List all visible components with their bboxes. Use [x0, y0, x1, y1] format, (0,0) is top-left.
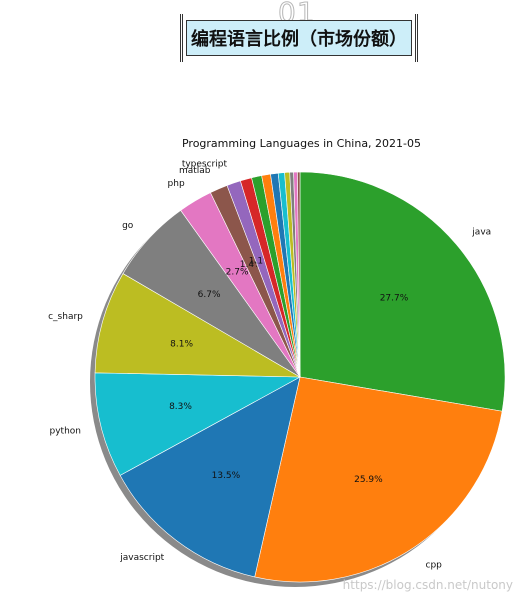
chart-title: Programming Languages in China, 2021-05: [181, 137, 422, 150]
watermark: https://blog.csdn.net/nutony: [342, 578, 513, 592]
pie-slice-minor-17: [297, 171, 301, 378]
slice-label-typescript: typescript: [182, 160, 228, 170]
slice-pct-typescript: 1.1%: [249, 257, 272, 267]
slice-pct-c_sharp: 8.1%: [170, 340, 193, 350]
slice-pct-php: 2.7%: [226, 267, 249, 277]
slice-pct-matlab: 1.4%: [240, 260, 263, 270]
pie-slice-java: [299, 171, 506, 412]
slice-pct-go: 6.7%: [198, 290, 221, 300]
pie-slice-cpp: [254, 376, 503, 583]
slice-pct-java: 27.7%: [380, 294, 409, 304]
slice-label-php: php: [168, 179, 185, 189]
slice-label-matlab: matlab: [179, 166, 211, 176]
slice-pct-python: 8.3%: [169, 402, 192, 412]
pie-slice-c_sharp: [94, 273, 302, 378]
header-frame: [180, 14, 418, 62]
slice-label-cpp: cpp: [426, 560, 443, 570]
slice-label-python: python: [50, 427, 81, 437]
slice-label-javascript: javascript: [119, 553, 164, 563]
slice-pct-cpp: 25.9%: [354, 475, 383, 485]
slice-label-go: go: [122, 221, 134, 231]
slice-pct-javascript: 13.5%: [212, 471, 241, 481]
pie-slice-javascript: [119, 376, 301, 578]
pie-slice-python: [94, 372, 302, 476]
slice-label-java: java: [471, 228, 491, 238]
slice-label-c_sharp: c_sharp: [48, 312, 83, 322]
header-title: 编程语言比例（市场份额）: [191, 29, 407, 50]
header-box: 编程语言比例（市场份额）: [186, 20, 412, 56]
